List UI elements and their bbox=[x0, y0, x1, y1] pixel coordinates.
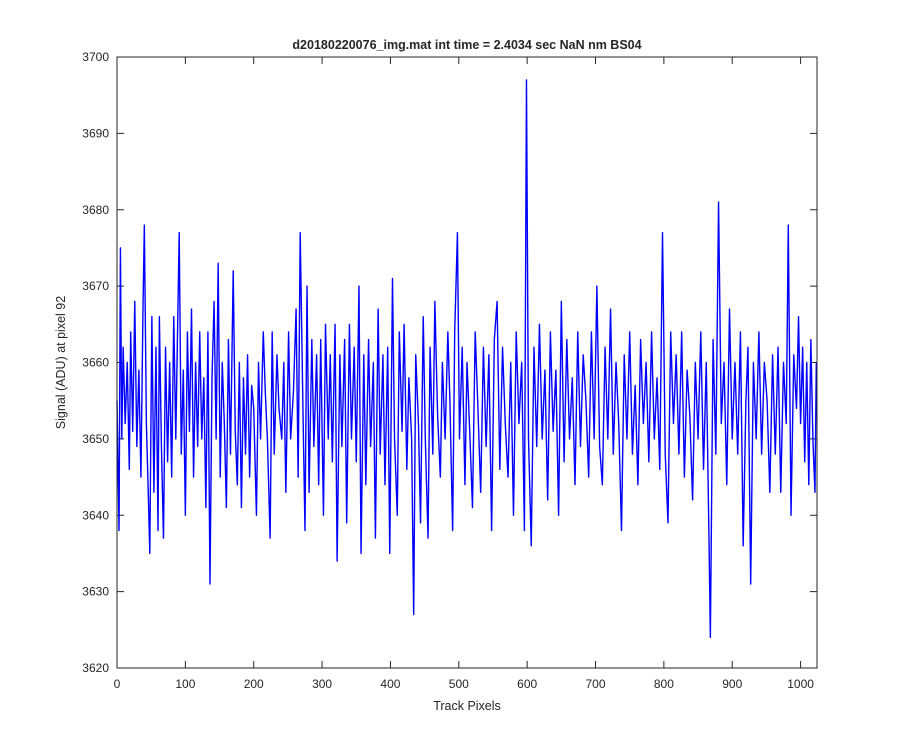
x-tick-label: 400 bbox=[380, 677, 400, 691]
y-tick-label: 3670 bbox=[82, 279, 109, 293]
x-tick-label: 900 bbox=[722, 677, 742, 691]
x-tick-label: 600 bbox=[517, 677, 537, 691]
x-tick-label: 1000 bbox=[787, 677, 814, 691]
y-axis-label: Signal (ADU) at pixel 92 bbox=[54, 296, 68, 429]
x-tick-label: 800 bbox=[654, 677, 674, 691]
x-tick-label: 0 bbox=[114, 677, 121, 691]
series-line-1 bbox=[116, 79, 818, 639]
y-tick-label: 3640 bbox=[82, 508, 109, 522]
series-layer bbox=[116, 79, 818, 639]
chart-title: d20180220076_img.mat int time = 2.4034 s… bbox=[292, 38, 641, 52]
x-tick-label: 300 bbox=[312, 677, 332, 691]
x-tick-label: 500 bbox=[449, 677, 469, 691]
x-tick-label: 100 bbox=[175, 677, 195, 691]
x-axis-ticks: 0 100 200 300 400 500 600 700 800 900 1000 bbox=[114, 57, 814, 691]
y-tick-label: 3680 bbox=[82, 203, 109, 217]
y-tick-label: 3620 bbox=[82, 661, 109, 675]
y-tick-label: 3630 bbox=[82, 585, 109, 599]
y-tick-label: 3660 bbox=[82, 356, 109, 370]
x-axis-label: Track Pixels bbox=[433, 699, 501, 713]
y-tick-label: 3650 bbox=[82, 432, 109, 446]
y-tick-label: 3700 bbox=[82, 50, 109, 64]
y-tick-label: 3690 bbox=[82, 126, 109, 140]
x-tick-label: 200 bbox=[244, 677, 264, 691]
plot-frame bbox=[116, 56, 818, 669]
x-tick-label: 700 bbox=[586, 677, 606, 691]
